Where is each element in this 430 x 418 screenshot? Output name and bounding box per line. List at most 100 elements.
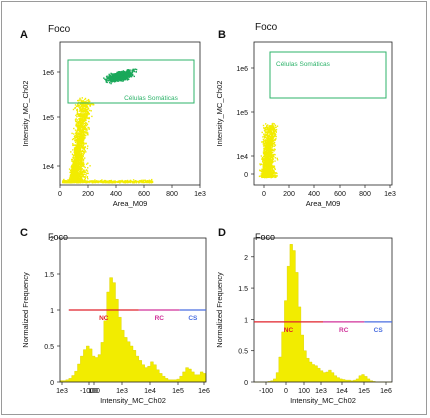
scatter-point bbox=[75, 152, 77, 154]
scatter-point bbox=[105, 80, 108, 83]
scatter-point bbox=[265, 160, 268, 162]
scatter-point bbox=[74, 158, 76, 160]
scatter-point bbox=[79, 180, 81, 182]
scatter-point bbox=[265, 165, 267, 168]
scatter-point bbox=[267, 167, 269, 169]
scatter-point bbox=[274, 144, 277, 146]
scatter-point bbox=[81, 123, 84, 125]
scatter-point bbox=[85, 142, 87, 145]
scatter-point bbox=[273, 171, 275, 174]
scatter-point bbox=[128, 181, 130, 183]
scatter-point bbox=[270, 125, 272, 127]
scatter-point bbox=[126, 69, 129, 71]
scatter-point bbox=[79, 126, 81, 129]
scatter-point bbox=[270, 161, 272, 164]
scatter-point bbox=[104, 78, 107, 81]
scatter-point bbox=[75, 155, 77, 158]
scatter-point bbox=[76, 116, 78, 118]
scatter-point bbox=[266, 176, 268, 178]
scatter-point bbox=[121, 75, 124, 77]
scatter-point bbox=[80, 153, 83, 156]
scatter-point bbox=[271, 133, 273, 135]
scatter-point bbox=[88, 128, 90, 130]
scatter-point bbox=[84, 109, 86, 112]
scatter-point bbox=[137, 181, 139, 183]
scatter-point bbox=[263, 148, 265, 150]
scatter-point bbox=[83, 117, 86, 119]
scatter-point bbox=[91, 103, 93, 105]
scatter-point bbox=[82, 146, 84, 148]
scatter-point bbox=[82, 108, 84, 110]
scatter-point bbox=[271, 154, 273, 156]
scatter-point bbox=[74, 175, 77, 177]
scatter-point bbox=[72, 138, 75, 140]
x-tick-label: 1e6 bbox=[380, 388, 392, 395]
scatter-point bbox=[81, 135, 83, 137]
scatter-point bbox=[274, 154, 276, 156]
scatter-point bbox=[112, 80, 114, 82]
scatter-point bbox=[119, 71, 121, 74]
scatter-point bbox=[81, 105, 83, 107]
scatter-point bbox=[75, 133, 78, 135]
scatter-point bbox=[71, 158, 74, 161]
scatter-point bbox=[73, 133, 75, 135]
scatter-point bbox=[135, 71, 137, 73]
scatter-point bbox=[72, 162, 74, 164]
scatter-point bbox=[79, 157, 82, 159]
scatter-point bbox=[72, 144, 74, 147]
scatter-point bbox=[79, 163, 82, 166]
scatter-point bbox=[272, 172, 274, 174]
scatter-point bbox=[266, 152, 269, 154]
scatter-point bbox=[118, 77, 121, 79]
scatter-point bbox=[86, 170, 89, 172]
scatter-point bbox=[275, 172, 277, 174]
scatter-point bbox=[72, 143, 74, 145]
scatter-point bbox=[274, 176, 276, 179]
scatter-point bbox=[261, 158, 263, 160]
scatter-point bbox=[270, 127, 272, 129]
scatter-point bbox=[263, 158, 265, 160]
scatter-point bbox=[263, 160, 265, 162]
scatter-point bbox=[120, 76, 123, 79]
scatter-point bbox=[81, 146, 83, 149]
scatter-point bbox=[78, 138, 80, 140]
scatter-point bbox=[264, 142, 267, 144]
scatter-point bbox=[265, 167, 267, 169]
scatter-point bbox=[270, 175, 272, 177]
scatter-point bbox=[134, 180, 137, 182]
scatter-point bbox=[83, 137, 85, 139]
scatter-point bbox=[271, 127, 273, 129]
scatter-point bbox=[121, 181, 123, 183]
scatter-point bbox=[262, 165, 265, 167]
scatter-point bbox=[269, 171, 272, 173]
scatter-point bbox=[271, 158, 274, 160]
scatter-point bbox=[119, 180, 121, 182]
scatter-point bbox=[84, 170, 86, 172]
scatter-point bbox=[143, 179, 145, 182]
scatter-point bbox=[263, 133, 265, 135]
scatter-point bbox=[82, 155, 84, 158]
histogram-area bbox=[59, 277, 207, 383]
scatter-point bbox=[74, 172, 76, 174]
scatter-point bbox=[83, 151, 86, 153]
scatter-point bbox=[74, 166, 77, 169]
scatter-point bbox=[274, 168, 276, 170]
scatter-point bbox=[268, 163, 270, 165]
scatter-point bbox=[133, 75, 135, 78]
scatter-point bbox=[270, 154, 272, 157]
scatter-point bbox=[264, 139, 266, 141]
y-tick-label: 1e6 bbox=[236, 66, 248, 73]
scatter-point bbox=[121, 179, 123, 182]
scatter-point bbox=[151, 181, 154, 183]
scatter-point bbox=[265, 163, 268, 166]
scatter-point bbox=[77, 170, 79, 172]
scatter-point bbox=[75, 118, 77, 120]
scatter-point bbox=[83, 105, 86, 108]
scatter-point bbox=[90, 181, 92, 183]
scatter-point bbox=[90, 103, 92, 106]
gate-label: RC bbox=[155, 315, 165, 322]
scatter-point bbox=[82, 174, 84, 177]
scatter-point bbox=[269, 159, 272, 162]
scatter-point bbox=[79, 151, 82, 153]
